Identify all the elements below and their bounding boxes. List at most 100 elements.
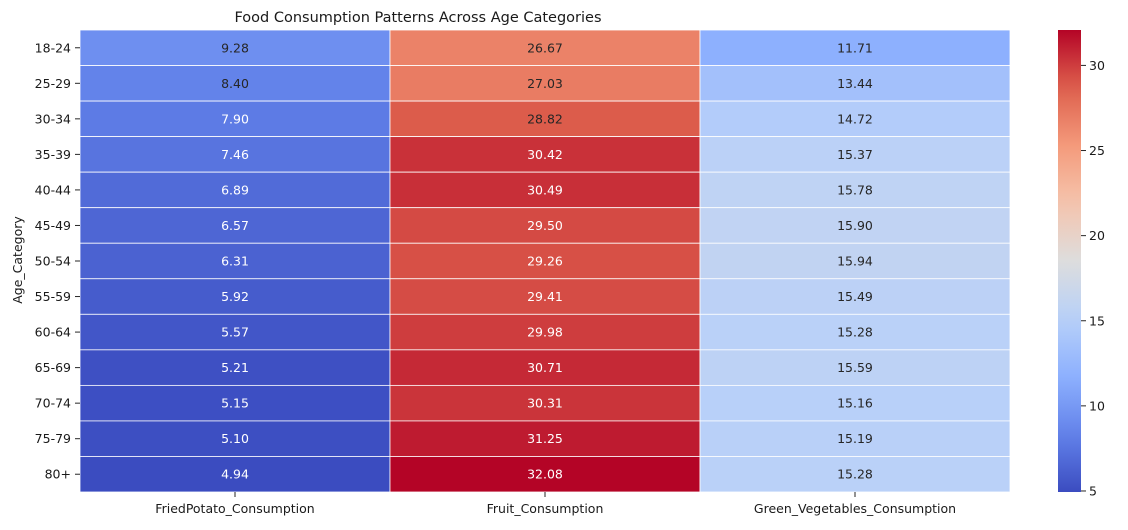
cell-value-label: 15.28 <box>837 467 873 482</box>
x-tick-label: FriedPotato_Consumption <box>155 501 314 516</box>
cell-value-label: 29.26 <box>527 254 563 269</box>
cell-value-label: 29.98 <box>527 325 563 340</box>
cell-value-label: 29.50 <box>527 218 563 233</box>
x-axis-ticks: FriedPotato_Consumption Fruit_Consumption… <box>155 492 956 516</box>
cell-value-label: 26.67 <box>527 40 563 55</box>
y-tick-label: 35-39 <box>35 147 71 162</box>
cell-value-label: 15.49 <box>837 289 873 304</box>
heatmap-cell <box>389 349 701 386</box>
y-tick-label: 60-64 <box>35 325 71 340</box>
cell-value-label: 13.44 <box>837 76 873 91</box>
cell-value-label: 30.71 <box>527 360 563 375</box>
heatmap-cell <box>389 100 701 138</box>
heatmap-cell <box>389 29 701 66</box>
x-tick-label: Green_Vegetables_Consumption <box>754 501 956 516</box>
cell-value-label: 6.31 <box>221 254 249 269</box>
heatmap-cell <box>79 384 391 422</box>
cell-value-label: 30.31 <box>527 396 563 411</box>
heatmap-cell <box>699 313 1011 351</box>
heatmap-cell <box>79 278 391 315</box>
heatmap-cell <box>79 349 391 386</box>
y-axis-label: Age_Category <box>10 216 25 304</box>
cell-value-label: 15.94 <box>837 254 873 269</box>
cell-value-label: 29.41 <box>527 289 563 304</box>
cell-value-label: 5.10 <box>221 431 249 446</box>
cell-value-label: 27.03 <box>527 76 563 91</box>
cell-value-label: 5.92 <box>221 289 249 304</box>
cell-value-label: 5.57 <box>221 325 249 340</box>
colorbar-tick-label: 10 <box>1089 398 1105 413</box>
heatmap-cell <box>699 207 1011 244</box>
heatmap-cell <box>699 65 1011 102</box>
cell-value-label: 14.72 <box>837 111 873 126</box>
heatmap-cell <box>699 349 1011 386</box>
y-tick-label: 45-49 <box>35 218 71 233</box>
cell-value-label: 11.71 <box>837 40 873 55</box>
cell-value-label: 9.28 <box>221 40 249 55</box>
cell-value-label: 6.89 <box>221 182 249 197</box>
colorbar-tick-label: 20 <box>1089 228 1105 243</box>
colorbar-tick-label: 5 <box>1089 483 1097 498</box>
cell-value-label: 30.49 <box>527 182 563 197</box>
heatmap-cell <box>389 420 701 457</box>
heatmap-cell <box>389 242 701 280</box>
colorbar-tick-label: 25 <box>1089 143 1105 158</box>
cell-value-label: 15.28 <box>837 325 873 340</box>
cell-value-label: 31.25 <box>527 431 563 446</box>
heatmap-cell <box>699 171 1011 209</box>
cell-value-label: 15.37 <box>837 147 873 162</box>
cell-value-label: 32.08 <box>527 467 563 482</box>
heatmap-cell <box>389 65 701 102</box>
y-tick-label: 50-54 <box>35 254 71 269</box>
heatmap-cell <box>79 65 391 102</box>
cell-value-label: 15.90 <box>837 218 873 233</box>
cell-value-label: 15.16 <box>837 396 873 411</box>
y-tick-label: 70-74 <box>35 396 71 411</box>
heatmap-cell <box>79 456 391 493</box>
y-axis-ticks: 18-24 25-29 30-34 35-39 40-44 45-49 50-54 55-59… <box>35 40 80 482</box>
heatmap-cell <box>699 420 1011 457</box>
cell-value-label: 5.21 <box>221 360 249 375</box>
y-tick-label: 80+ <box>45 467 71 482</box>
cell-value-label: 5.15 <box>221 396 249 411</box>
colorbar-tick-label: 30 <box>1089 58 1105 73</box>
colorbar-gradient <box>1058 30 1081 492</box>
cell-value-label: 8.40 <box>221 76 249 91</box>
heatmap-cell <box>699 278 1011 315</box>
cell-value-label: 15.78 <box>837 182 873 197</box>
cell-value-label: 28.82 <box>527 111 563 126</box>
heatmap-cell <box>699 384 1011 422</box>
y-tick-label: 30-34 <box>35 111 71 126</box>
cell-value-label: 30.42 <box>527 147 563 162</box>
cell-value-label: 7.90 <box>221 111 249 126</box>
y-tick-label: 55-59 <box>35 289 71 304</box>
heatmap-cell <box>389 278 701 315</box>
y-tick-label: 18-24 <box>35 40 71 55</box>
heatmap-cell <box>699 242 1011 280</box>
heatmap-cell <box>389 207 701 244</box>
heatmap-cell <box>79 136 391 173</box>
cell-value-label: 7.46 <box>221 147 249 162</box>
y-tick-label: 25-29 <box>35 76 71 91</box>
chart-title: Food Consumption Patterns Across Age Cat… <box>234 10 601 26</box>
colorbar: 5 10 15 20 25 30 <box>1058 30 1105 498</box>
cell-value-label: 4.94 <box>221 467 249 482</box>
cell-value-label: 15.59 <box>837 360 873 375</box>
y-tick-label: 40-44 <box>35 182 71 197</box>
heatmap-cell <box>699 456 1011 493</box>
cell-value-label: 6.57 <box>221 218 249 233</box>
y-tick-label: 75-79 <box>35 431 71 446</box>
heatmap-cell <box>79 242 391 280</box>
heatmap-cell <box>389 456 701 493</box>
cell-value-label: 15.19 <box>837 431 873 446</box>
heatmap-cell <box>699 136 1011 173</box>
heatmap-cells <box>79 29 1011 493</box>
x-tick-label: Fruit_Consumption <box>487 501 604 516</box>
heatmap-cell <box>79 313 391 351</box>
heatmap-cell <box>389 171 701 209</box>
y-tick-label: 65-69 <box>35 360 71 375</box>
heatmap-annotations: 9.28 26.67 11.71 8.40 27.03 13.44 7.90 28.82 14.… <box>221 40 873 481</box>
heatmap-cell <box>79 29 391 66</box>
